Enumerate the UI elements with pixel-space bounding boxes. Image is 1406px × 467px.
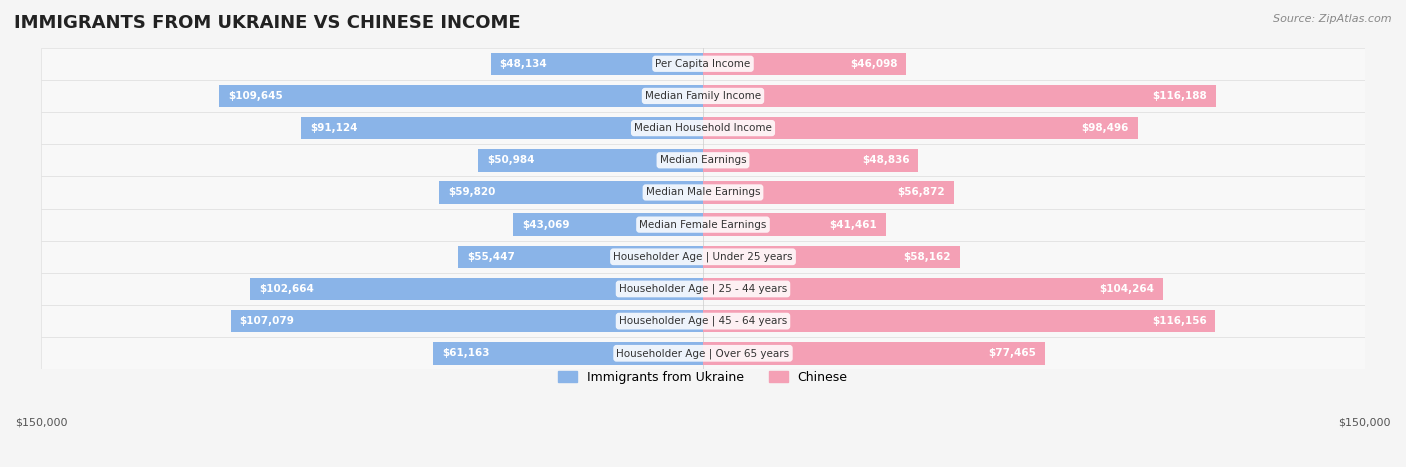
Text: Per Capita Income: Per Capita Income (655, 59, 751, 69)
Text: $150,000: $150,000 (15, 417, 67, 428)
Text: $77,465: $77,465 (988, 348, 1036, 358)
Text: $107,079: $107,079 (239, 316, 294, 326)
Bar (703, 181, 953, 204)
Text: $43,069: $43,069 (522, 219, 569, 230)
Bar (478, 149, 703, 171)
Text: $41,461: $41,461 (830, 219, 877, 230)
Text: $98,496: $98,496 (1081, 123, 1129, 133)
Bar (41, 209, 1365, 241)
Bar (703, 85, 1216, 107)
Text: $109,645: $109,645 (228, 91, 283, 101)
Text: $104,264: $104,264 (1099, 284, 1154, 294)
Bar (41, 241, 1365, 273)
Text: $48,836: $48,836 (862, 156, 910, 165)
Bar (250, 278, 703, 300)
Bar (491, 52, 703, 75)
Text: $46,098: $46,098 (851, 59, 897, 69)
Bar (41, 273, 1365, 305)
Text: Householder Age | Under 25 years: Householder Age | Under 25 years (613, 252, 793, 262)
Bar (703, 213, 886, 236)
Text: Householder Age | 45 - 64 years: Householder Age | 45 - 64 years (619, 316, 787, 326)
Text: Median Male Earnings: Median Male Earnings (645, 187, 761, 198)
Bar (41, 112, 1365, 144)
Bar (41, 144, 1365, 177)
Text: Median Female Earnings: Median Female Earnings (640, 219, 766, 230)
Bar (41, 337, 1365, 369)
Bar (41, 305, 1365, 337)
Bar (703, 246, 959, 268)
Legend: Immigrants from Ukraine, Chinese: Immigrants from Ukraine, Chinese (553, 366, 853, 389)
Text: $59,820: $59,820 (449, 187, 495, 198)
Bar (439, 181, 703, 204)
Text: $55,447: $55,447 (467, 252, 515, 262)
Text: IMMIGRANTS FROM UKRAINE VS CHINESE INCOME: IMMIGRANTS FROM UKRAINE VS CHINESE INCOM… (14, 14, 520, 32)
Bar (41, 48, 1365, 80)
Text: Householder Age | Over 65 years: Householder Age | Over 65 years (616, 348, 790, 359)
Text: $61,163: $61,163 (441, 348, 489, 358)
Bar (41, 177, 1365, 209)
Bar (703, 149, 918, 171)
Text: $58,162: $58,162 (903, 252, 950, 262)
Bar (513, 213, 703, 236)
Bar (703, 310, 1215, 333)
Bar (219, 85, 703, 107)
Text: $56,872: $56,872 (897, 187, 945, 198)
Bar (703, 117, 1137, 139)
Bar (231, 310, 703, 333)
Text: $50,984: $50,984 (486, 156, 534, 165)
Text: $48,134: $48,134 (499, 59, 547, 69)
Text: Median Household Income: Median Household Income (634, 123, 772, 133)
Bar (703, 52, 907, 75)
Bar (703, 278, 1163, 300)
Text: $116,156: $116,156 (1152, 316, 1206, 326)
Text: Median Family Income: Median Family Income (645, 91, 761, 101)
Text: $116,188: $116,188 (1152, 91, 1206, 101)
Text: $102,664: $102,664 (259, 284, 314, 294)
Bar (301, 117, 703, 139)
Text: $91,124: $91,124 (309, 123, 357, 133)
Bar (433, 342, 703, 365)
Bar (41, 80, 1365, 112)
Text: Source: ZipAtlas.com: Source: ZipAtlas.com (1274, 14, 1392, 24)
Bar (703, 342, 1045, 365)
Text: Householder Age | 25 - 44 years: Householder Age | 25 - 44 years (619, 284, 787, 294)
Text: $150,000: $150,000 (1339, 417, 1391, 428)
Bar (458, 246, 703, 268)
Text: Median Earnings: Median Earnings (659, 156, 747, 165)
